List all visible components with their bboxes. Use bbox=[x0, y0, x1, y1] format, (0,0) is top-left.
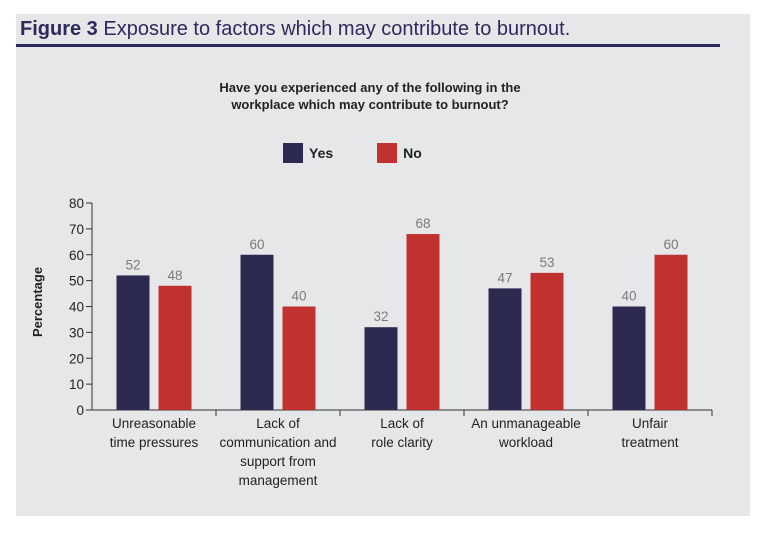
y-tick-label: 20 bbox=[69, 351, 84, 366]
legend-item-yes: Yes bbox=[283, 143, 333, 163]
bar-yes bbox=[116, 275, 150, 410]
y-tick-label: 80 bbox=[69, 196, 84, 211]
data-label-yes: 47 bbox=[497, 270, 512, 285]
x-category-label: support from bbox=[240, 454, 316, 469]
data-label-no: 60 bbox=[663, 237, 678, 252]
x-category-label: communication and bbox=[219, 435, 336, 450]
x-category-label: Unreasonable bbox=[112, 416, 196, 431]
x-category-label: Lack of bbox=[380, 416, 424, 431]
bar-no bbox=[406, 234, 440, 410]
y-tick-label: 30 bbox=[69, 325, 84, 340]
y-tick-label: 40 bbox=[69, 300, 84, 315]
figure-label: Figure 3 bbox=[20, 18, 98, 40]
bar-yes bbox=[240, 254, 274, 410]
y-tick-label: 70 bbox=[69, 222, 84, 237]
bar-no bbox=[282, 306, 316, 410]
figure-panel bbox=[16, 14, 750, 516]
bar-no bbox=[158, 285, 192, 410]
bar-yes bbox=[488, 288, 522, 410]
title-rule bbox=[16, 44, 720, 47]
chart-title-line-2: workplace which may contribute to burnou… bbox=[231, 97, 509, 112]
x-category-label: management bbox=[239, 473, 318, 488]
x-category-label: Lack of bbox=[256, 416, 300, 431]
bar-yes bbox=[364, 327, 398, 410]
x-category-label: workload bbox=[498, 435, 553, 450]
data-label-no: 68 bbox=[415, 216, 430, 231]
x-category-label: An unmanageable bbox=[471, 416, 581, 431]
y-tick-label: 60 bbox=[69, 248, 84, 263]
x-category-label: Unfair bbox=[632, 416, 669, 431]
chart-title-line-1: Have you experienced any of the followin… bbox=[219, 80, 521, 95]
data-label-yes: 40 bbox=[621, 289, 636, 304]
y-tick-label: 0 bbox=[76, 403, 84, 418]
chart-legend: Yes No bbox=[283, 143, 466, 163]
data-label-no: 40 bbox=[291, 289, 306, 304]
data-label-yes: 60 bbox=[249, 237, 264, 252]
bar-yes bbox=[612, 306, 646, 410]
figure-title-text: Exposure to factors which may contribute… bbox=[103, 18, 571, 40]
bar-no bbox=[654, 254, 688, 410]
data-label-no: 53 bbox=[539, 255, 554, 270]
legend-label-no: No bbox=[403, 145, 422, 161]
x-category-label: role clarity bbox=[371, 435, 433, 450]
x-category-label: time pressures bbox=[110, 435, 199, 450]
figure-title: Figure 3 Exposure to factors which may c… bbox=[20, 18, 570, 41]
legend-swatch-yes bbox=[283, 143, 303, 163]
chart-title: Have you experienced any of the followin… bbox=[170, 79, 570, 113]
y-axis-label: Percentage bbox=[30, 267, 45, 337]
data-label-yes: 52 bbox=[125, 257, 140, 272]
data-label-yes: 32 bbox=[373, 309, 388, 324]
y-tick-label: 10 bbox=[69, 377, 84, 392]
x-category-label: treatment bbox=[621, 435, 678, 450]
y-tick-label: 50 bbox=[69, 274, 84, 289]
legend-swatch-no bbox=[377, 143, 398, 163]
bar-no bbox=[530, 272, 564, 410]
legend-label-yes: Yes bbox=[309, 145, 334, 161]
legend-item-no: No bbox=[377, 143, 422, 163]
data-label-no: 48 bbox=[167, 268, 182, 283]
